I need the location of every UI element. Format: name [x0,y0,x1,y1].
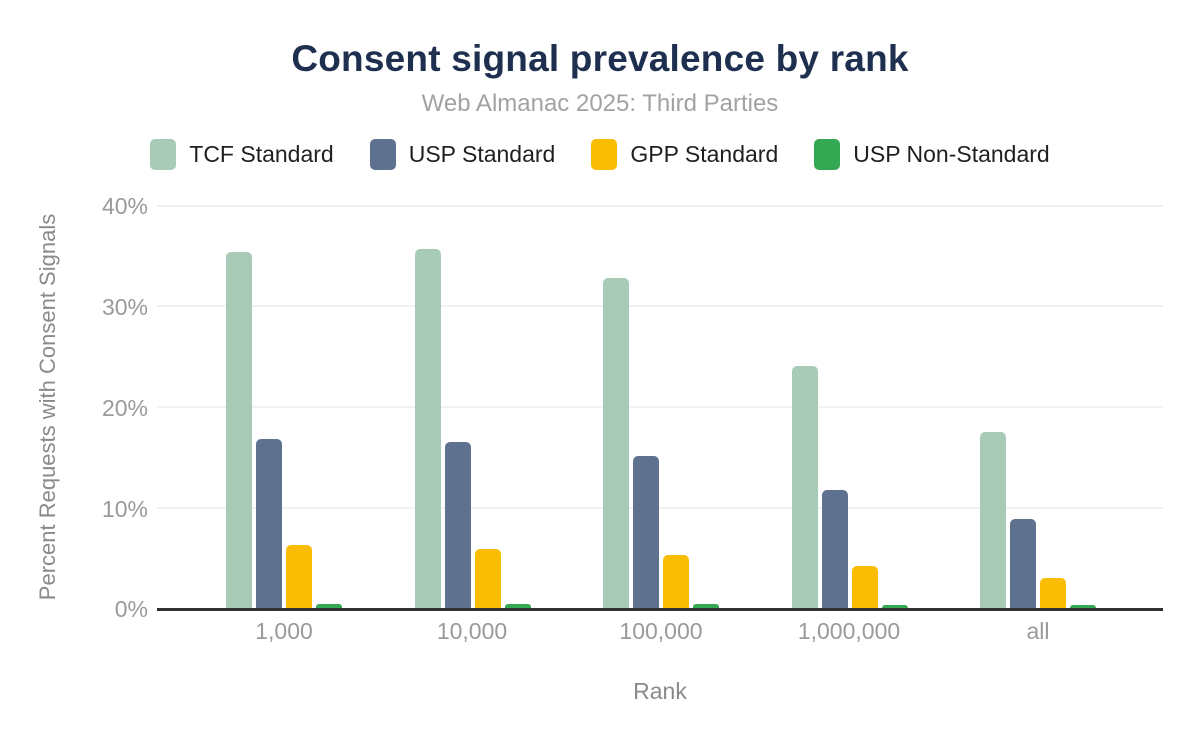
bar-gpp-standard-10000[interactable] [474,548,501,608]
legend-label: TCF Standard [189,141,334,167]
bar-gpp-standard-1000[interactable] [286,544,312,608]
x-tick-label: 100,000 [619,618,703,644]
bar-gpp-standard-1000000[interactable] [851,565,878,608]
y-tick-label-10: 10% [101,496,148,522]
legend-swatch-gpp-standard [591,139,618,170]
x-tick-label: 1,000,000 [797,618,901,644]
bar-tcf-standard-1000000[interactable] [791,366,818,608]
y-tick-label-30: 30% [101,294,148,320]
legend-item-usp-non-standard: USP Non-Standard [814,139,1050,170]
bar-usp-non-standard-100000[interactable] [693,603,719,608]
bar-group-1000 [226,205,342,608]
y-tick-label-20: 20% [101,395,148,421]
bar-usp-standard-all[interactable] [1010,519,1036,608]
bar-group-1000000 [791,205,908,608]
x-axis-line [157,608,1163,611]
page-subtitle: Web Almanac 2025: Third Parties [421,90,779,117]
bar-usp-standard-1000000[interactable] [821,490,848,608]
bars-layer [157,205,1163,608]
bar-usp-non-standard-10000[interactable] [504,603,531,608]
bar-usp-standard-1000[interactable] [256,438,282,608]
gridline-30 [157,305,1163,307]
bar-group-all [980,205,1096,608]
plot-area [157,205,1163,611]
gridline-20 [157,406,1163,408]
bar-gpp-standard-100000[interactable] [663,554,689,608]
legend: TCF Standard USP Standard GPP Standard U… [0,139,1200,170]
bar-tcf-standard-100000[interactable] [603,277,629,608]
bar-group-10000 [414,205,531,608]
bar-usp-non-standard-1000000[interactable] [881,604,908,608]
bar-group-100000 [603,205,719,608]
x-tick-label: all [1026,618,1050,644]
legend-label: USP Standard [408,141,556,167]
x-tick-label: 1,000 [255,618,313,644]
y-axis-title: Percent Requests with Consent Signals [35,213,60,601]
y-tick-label-0: 0% [114,596,148,622]
bar-gpp-standard-all[interactable] [1040,577,1066,608]
legend-label: GPP Standard [630,141,779,167]
legend-item-gpp-standard: GPP Standard [591,139,778,170]
legend-swatch-usp-non-standard [814,139,841,170]
x-tick-label: 10,000 [436,618,508,644]
bar-usp-standard-10000[interactable] [444,441,471,608]
bar-tcf-standard-10000[interactable] [414,249,441,608]
bar-usp-non-standard-1000[interactable] [316,603,342,608]
page-title: Consent signal prevalence by rank [291,38,909,79]
legend-item-tcf-standard: TCF Standard [150,139,334,170]
legend-item-usp-standard: USP Standard [369,139,556,170]
legend-swatch-tcf-standard [150,139,177,170]
bar-usp-non-standard-all[interactable] [1070,604,1096,608]
gridline-40 [157,205,1163,207]
x-axis-title: Rank [633,678,687,704]
bar-usp-standard-100000[interactable] [633,455,659,608]
gridline-10 [157,507,1163,509]
bar-tcf-standard-all[interactable] [980,431,1006,608]
bar-tcf-standard-1000[interactable] [226,252,252,608]
y-tick-label-40: 40% [101,193,148,219]
legend-label: USP Non-Standard [853,141,1050,167]
legend-swatch-usp-standard [369,139,396,170]
